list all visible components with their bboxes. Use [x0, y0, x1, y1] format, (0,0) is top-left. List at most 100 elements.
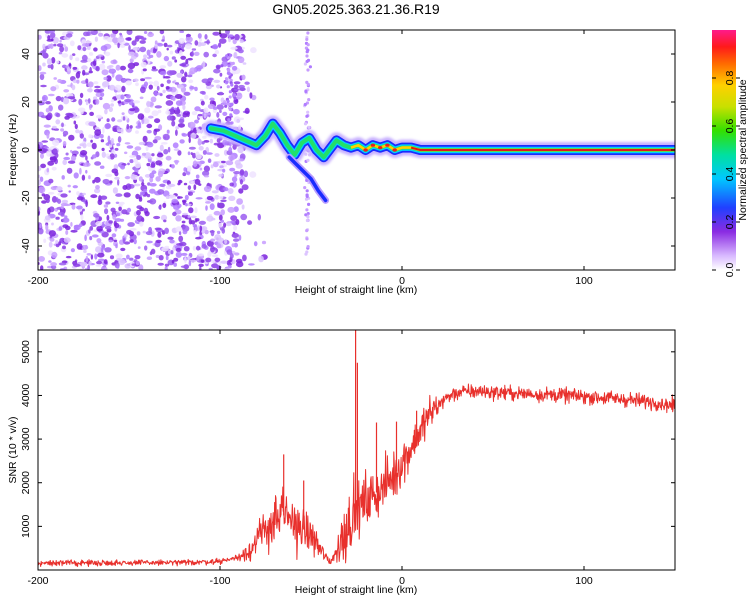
noise-point [160, 83, 164, 88]
noise-point [228, 146, 233, 153]
noise-point [238, 49, 244, 54]
noise-point [193, 184, 197, 191]
noise-point [170, 250, 174, 255]
noise-point [144, 211, 150, 217]
noise-point [85, 169, 88, 174]
noise-point [148, 115, 154, 119]
noise-point [178, 118, 185, 124]
noise-point [195, 197, 203, 200]
noise-point [238, 117, 244, 121]
noise-point [144, 107, 151, 114]
noise-point [85, 155, 88, 161]
noise-point [185, 63, 190, 67]
noise-point [234, 34, 240, 41]
noise-point [305, 229, 309, 233]
noise-point [139, 96, 144, 100]
noise-point [182, 212, 189, 216]
noise-point [228, 107, 232, 111]
noise-point [233, 93, 237, 97]
noise-point [62, 245, 66, 250]
noise-point [69, 40, 75, 47]
noise-point [240, 213, 248, 221]
noise-point [114, 218, 122, 222]
noise-point [149, 251, 153, 256]
noise-point [304, 89, 308, 94]
noise-point [108, 106, 114, 113]
noise-point [205, 84, 212, 90]
noise-point [146, 256, 153, 261]
noise-point [232, 143, 237, 150]
noise-point [138, 141, 146, 146]
noise-point [212, 162, 219, 168]
noise-point [80, 109, 84, 115]
noise-point [230, 220, 235, 224]
noise-point [134, 146, 142, 151]
noise-point [38, 174, 41, 179]
noise-point [217, 202, 220, 208]
noise-point [110, 33, 116, 38]
noise-point [169, 239, 175, 244]
noise-point [235, 219, 240, 226]
noise-point [224, 267, 231, 270]
noise-point [51, 222, 54, 226]
noise-point [236, 118, 241, 123]
noise-point [81, 54, 88, 62]
noise-point [108, 68, 117, 74]
noise-point [165, 195, 170, 199]
noise-point [162, 190, 170, 197]
noise-point [99, 96, 103, 101]
noise-point [204, 229, 209, 235]
noise-point [85, 40, 92, 44]
noise-point [71, 84, 76, 91]
noise-point [144, 76, 152, 80]
noise-point [196, 256, 200, 262]
noise-point [226, 85, 230, 89]
noise-point [131, 263, 137, 266]
noise-point [206, 39, 210, 45]
ridge-hotspot [378, 146, 383, 150]
noise-point [117, 136, 122, 143]
noise-point [222, 139, 228, 146]
noise-point [154, 118, 161, 124]
noise-point [172, 96, 176, 102]
noise-point [136, 155, 142, 160]
noise-point [101, 247, 104, 253]
noise-point [210, 238, 216, 242]
noise-point [41, 200, 47, 204]
noise-point [87, 88, 93, 93]
noise-point [223, 222, 227, 228]
noise-point [38, 256, 45, 262]
noise-point [222, 111, 228, 116]
noise-point [205, 205, 208, 211]
spectrogram-y-label: Frequency (Hz) [7, 114, 19, 186]
noise-point [86, 58, 91, 62]
noise-point [91, 234, 99, 238]
noise-point [55, 95, 62, 102]
noise-point [185, 43, 192, 50]
noise-point [76, 79, 80, 84]
noise-point [136, 231, 141, 236]
noise-point [154, 43, 159, 49]
noise-point [223, 100, 227, 104]
noise-point [99, 134, 104, 139]
noise-point [216, 230, 221, 235]
noise-point [306, 68, 310, 72]
noise-point [165, 86, 170, 90]
noise-point [231, 243, 236, 248]
spectral-ridge [202, 115, 675, 204]
noise-point [210, 229, 215, 237]
noise-point [213, 210, 221, 216]
noise-point [102, 36, 111, 41]
y-tick-label: 3000 [20, 427, 32, 451]
noise-point [63, 156, 71, 161]
noise-point [77, 45, 82, 51]
noise-point [121, 85, 126, 93]
noise-point [104, 247, 112, 253]
noise-point [213, 68, 221, 74]
noise-point [207, 251, 212, 257]
noise-point [174, 59, 178, 63]
noise-point [218, 195, 224, 200]
noise-point [167, 60, 173, 67]
noise-point [194, 218, 198, 223]
